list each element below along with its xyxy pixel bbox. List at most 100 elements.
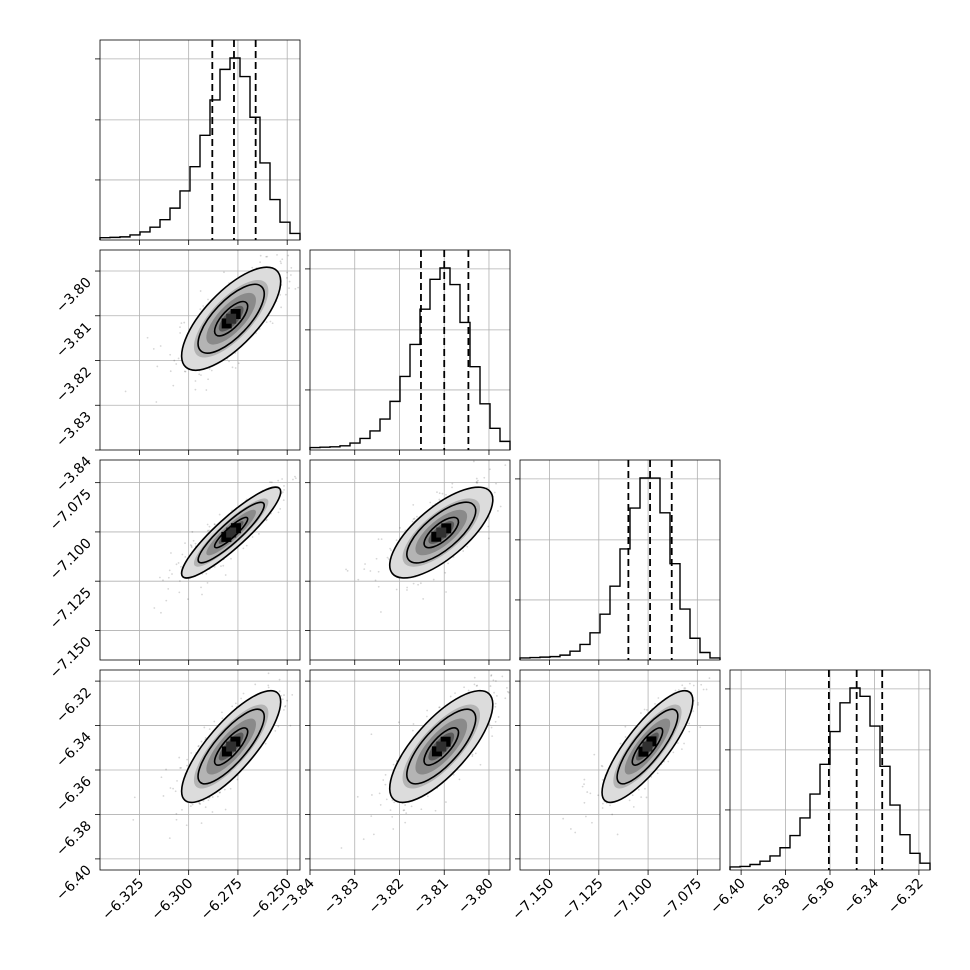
contour-line (616, 708, 679, 785)
sample-point (370, 733, 373, 736)
sample-point (473, 676, 476, 679)
histogram-frame-0 (99, 39, 301, 241)
sample-point (265, 321, 268, 324)
sample-point (340, 847, 343, 849)
sample-point (411, 729, 414, 732)
density-cell (642, 741, 653, 752)
contour-line (213, 516, 249, 549)
sample-point (362, 838, 365, 841)
sample-point (364, 563, 366, 565)
sample-point (688, 730, 691, 733)
sample-point (601, 778, 604, 781)
sample-point (200, 586, 202, 589)
sample-point (202, 305, 205, 307)
sample-point (410, 805, 413, 808)
sample-point (265, 518, 268, 521)
sample-point (173, 359, 176, 362)
sample-point (201, 593, 203, 596)
sample-point (426, 795, 429, 798)
contour-line (197, 283, 265, 354)
sample-point (504, 464, 507, 467)
sample-point (494, 705, 497, 708)
sample-point (283, 485, 285, 487)
sample-point (278, 690, 281, 693)
sample-point (501, 675, 504, 678)
sample-point (650, 776, 653, 778)
sample-point (229, 787, 232, 790)
sample-point (175, 812, 178, 815)
sample-point (490, 674, 493, 677)
x-tick-label: −6.36 (796, 875, 838, 917)
sample-point (286, 271, 288, 274)
sample-point (441, 492, 444, 495)
sample-point (691, 635, 693, 637)
sample-point (419, 582, 422, 585)
y-tick-label: −3.81 (53, 319, 95, 361)
scatter-panel-3-1 (309, 655, 527, 871)
sample-point (656, 772, 659, 775)
sample-point (174, 790, 177, 793)
sample-point (224, 574, 227, 576)
contour-line (197, 708, 265, 785)
sample-point (510, 709, 512, 711)
sample-point (286, 277, 288, 279)
sample-point (208, 529, 210, 532)
sample-point (297, 286, 300, 289)
sample-point (654, 702, 656, 705)
sample-point (270, 481, 273, 484)
contour-line (213, 727, 249, 766)
sample-point (403, 809, 406, 811)
sample-point (445, 493, 447, 496)
sample-point (475, 480, 478, 483)
y-tick-label: −7.075 (47, 486, 95, 534)
sample-point (302, 247, 304, 249)
sample-point (525, 655, 527, 657)
sample-point (473, 683, 476, 686)
sample-point (207, 378, 209, 381)
sample-point (640, 796, 643, 799)
sample-point (199, 308, 202, 311)
sample-point (388, 558, 390, 560)
sample-point (179, 332, 182, 334)
y-tick-label: −3.84 (53, 453, 95, 495)
y-tick-label: −6.38 (53, 818, 95, 860)
sample-point (258, 532, 260, 535)
sample-point (345, 568, 347, 571)
sample-point (251, 266, 254, 269)
sample-point (155, 401, 158, 403)
sample-point (162, 579, 164, 582)
sample-point (494, 680, 497, 682)
sample-point (377, 585, 380, 588)
sample-point (462, 550, 465, 552)
sample-point (667, 760, 670, 763)
sample-point (228, 360, 230, 363)
sample-point (677, 689, 680, 691)
sample-point (231, 705, 234, 708)
sample-point (372, 833, 375, 836)
sample-point (380, 611, 382, 613)
sample-point (471, 755, 474, 758)
sample-point (197, 745, 200, 748)
sample-point (677, 742, 679, 744)
sample-point (292, 478, 294, 481)
sample-point (191, 803, 194, 806)
sample-point (167, 587, 170, 590)
sample-point (245, 544, 248, 547)
sample-point (171, 573, 173, 575)
sample-point (467, 689, 470, 692)
sample-point (432, 578, 435, 581)
sample-point (251, 536, 254, 538)
sample-point (382, 779, 385, 781)
histogram-panel-1 (305, 249, 511, 451)
sample-point (198, 373, 201, 376)
density-cell (436, 527, 447, 538)
sample-point (574, 831, 577, 834)
sample-point (507, 691, 510, 694)
sample-point (294, 477, 297, 480)
sample-point (169, 353, 172, 356)
histogram-step-0 (99, 57, 301, 240)
sample-point (497, 716, 500, 718)
sample-point (412, 518, 415, 521)
sample-point (291, 693, 294, 696)
sample-point (392, 828, 395, 830)
